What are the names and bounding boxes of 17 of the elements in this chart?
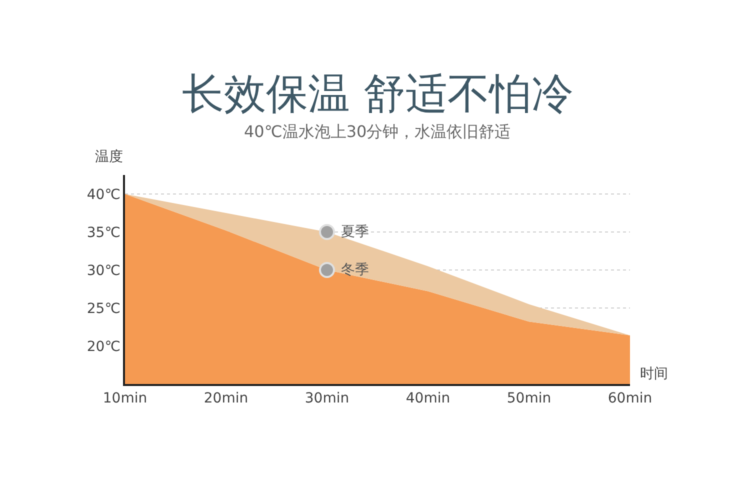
- y-tick-label: 30℃: [86, 262, 120, 279]
- annotation: 夏季: [341, 224, 369, 240]
- annotation: 冬季: [341, 262, 369, 278]
- x-tick-label: 30min: [304, 390, 350, 407]
- x-tick-label: 40min: [406, 390, 450, 407]
- y-tick-label: 25℃: [86, 300, 120, 317]
- y-axis-title: 温度: [95, 149, 123, 165]
- chart-subtitle: 40℃温水泡上30分钟，水温依旧舒适: [244, 122, 511, 141]
- x-tick-label: 60min: [608, 390, 652, 407]
- x-tick-label: 50min: [506, 390, 552, 407]
- x-tick-label: 10min: [102, 390, 148, 407]
- y-tick-label: 20℃: [86, 338, 120, 355]
- y-tick-label: 35℃: [86, 224, 120, 241]
- x-axis-title: 时间: [640, 366, 668, 382]
- chart-title: 长效保温 舒适不怕冷: [182, 69, 574, 118]
- y-tick-label: 40℃: [86, 186, 120, 203]
- x-tick-label: 20min: [204, 390, 248, 407]
